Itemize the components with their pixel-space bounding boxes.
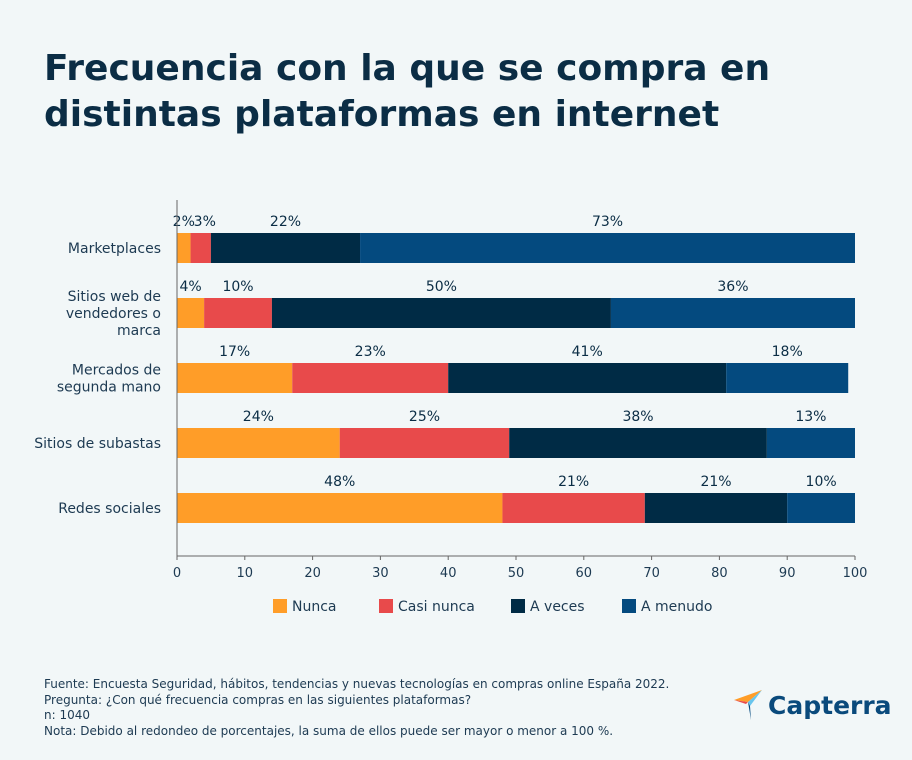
bar-segment-nunca xyxy=(177,233,191,263)
data-label: 48% xyxy=(324,474,355,490)
category-label: Mercados de segunda mano xyxy=(57,363,161,396)
bar-segment-a-menudo xyxy=(360,233,855,263)
bar-segment-casi-nunca xyxy=(204,298,272,328)
bar-segment-a-veces xyxy=(448,363,727,393)
bar-segment-a-menudo xyxy=(766,428,855,458)
data-label: 22% xyxy=(270,214,301,230)
bar-segment-nunca xyxy=(177,298,205,328)
legend-swatch xyxy=(622,599,636,613)
stacked-bar-chart: Marketplaces 2%3% 22% 73% Sitios web de vende… xyxy=(34,200,868,615)
note-sample: n: 1040 xyxy=(44,708,91,722)
bar-segment-a-menudo xyxy=(787,493,855,523)
bar-segment-a-veces xyxy=(509,428,767,458)
source-notes: Fuente: Encuesta Seguridad, hábitos, ten… xyxy=(44,677,669,739)
data-label: 21% xyxy=(558,474,589,490)
x-tick-label: 60 xyxy=(576,566,593,581)
bar-segment-a-veces xyxy=(644,493,788,523)
bar-segment-nunca xyxy=(177,428,340,458)
data-label: 17% xyxy=(219,344,250,360)
x-tick-label: 70 xyxy=(643,566,660,581)
legend-label: A menudo xyxy=(641,599,712,615)
bar-segment-casi-nunca xyxy=(339,428,510,458)
data-label: 13% xyxy=(795,409,826,425)
legend-swatch xyxy=(379,599,393,613)
x-tick-label: 10 xyxy=(237,566,254,581)
data-label: 4% xyxy=(179,279,201,295)
capterra-logo: Capterra xyxy=(734,690,892,720)
data-label: 21% xyxy=(700,474,731,490)
x-tick-label: 50 xyxy=(508,566,525,581)
data-label: 41% xyxy=(572,344,603,360)
bar-segment-a-menudo xyxy=(610,298,855,328)
x-tick-label: 0 xyxy=(173,566,181,581)
legend-swatch xyxy=(511,599,525,613)
logo-text: Capterra xyxy=(768,690,892,720)
bar-segment-a-menudo xyxy=(726,363,849,393)
x-tick-label: 100 xyxy=(843,566,868,581)
bar-segment-nunca xyxy=(177,363,293,393)
data-label: 50% xyxy=(426,279,457,295)
legend-swatch xyxy=(273,599,287,613)
data-label: 23% xyxy=(355,344,386,360)
category-label: Sitios de subastas xyxy=(34,436,161,452)
data-label: 18% xyxy=(772,344,803,360)
legend-label: Casi nunca xyxy=(398,599,475,615)
x-tick-label: 20 xyxy=(304,566,321,581)
note-rounding: Nota: Debido al redondeo de porcentajes,… xyxy=(44,723,614,738)
bar-segment-casi-nunca xyxy=(502,493,645,523)
data-label: 25% xyxy=(409,409,440,425)
capterra-arrow-icon xyxy=(734,690,762,720)
data-label: 2% xyxy=(173,214,195,230)
data-label: 3% xyxy=(194,214,216,230)
bar-segment-a-veces xyxy=(210,233,361,263)
category-label: Redes sociales xyxy=(58,501,161,517)
legend-label: A veces xyxy=(530,599,585,615)
data-label: 38% xyxy=(622,409,653,425)
bar-segment-casi-nunca xyxy=(190,233,211,263)
x-tick-label: 80 xyxy=(711,566,728,581)
bar-segment-a-veces xyxy=(271,298,611,328)
x-tick-label: 90 xyxy=(779,566,796,581)
bar-segment-casi-nunca xyxy=(292,363,449,393)
category-label: Marketplaces xyxy=(68,241,161,257)
data-label: 10% xyxy=(222,279,253,295)
data-label: 36% xyxy=(717,279,748,295)
note-source: Fuente: Encuesta Seguridad, hábitos, ten… xyxy=(44,677,670,691)
category-label: Sitios web de vendedores o marca xyxy=(66,289,161,339)
legend-label: Nunca xyxy=(292,599,337,615)
note-question: Pregunta: ¿Con qué frecuencia compras en… xyxy=(44,692,472,707)
x-tick-label: 30 xyxy=(372,566,389,581)
data-label: 73% xyxy=(592,214,623,230)
bar-segment-nunca xyxy=(177,493,503,523)
chart-title: Frecuencia con la que se compra en disti… xyxy=(44,48,771,135)
x-tick-label: 40 xyxy=(440,566,457,581)
data-label: 10% xyxy=(806,474,837,490)
data-label: 24% xyxy=(243,409,274,425)
